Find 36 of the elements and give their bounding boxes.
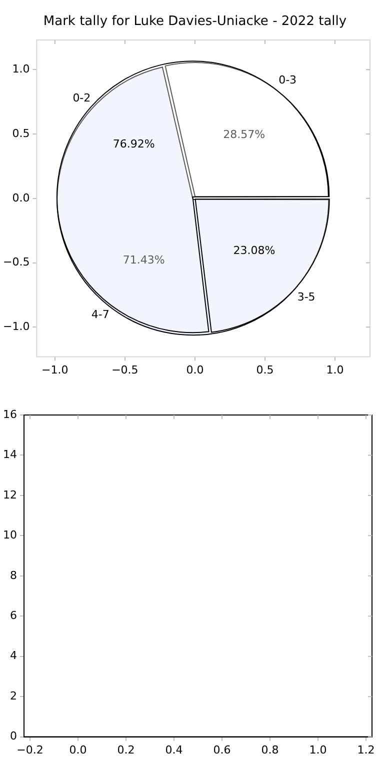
y-tick-label: 0	[10, 730, 17, 743]
y-tick-label: 10	[2, 528, 17, 542]
x-tick-label: −0.5	[112, 363, 138, 376]
x-tick-label: 0.5	[256, 363, 274, 376]
y-tick-label: 2	[10, 689, 17, 702]
x-tick-label: 1.0	[326, 363, 344, 376]
x-tick-label: 0.4	[165, 743, 183, 756]
y-tick-label: 12	[2, 488, 17, 502]
x-tick-label: 0.0	[186, 363, 204, 376]
y-tick-label: 8	[10, 568, 17, 582]
data-label: 28.57%	[223, 128, 266, 141]
slice-label: 3-5	[297, 290, 316, 304]
x-tick-label: −0.2	[16, 743, 44, 756]
data-label: 71.43%	[122, 254, 165, 267]
slice-label: 0-3	[278, 74, 297, 87]
x-tick-label: 0.8	[261, 743, 279, 756]
y-tick-label: 1.0	[12, 62, 30, 76]
data-label: 76.92%	[112, 138, 155, 151]
x-tick-label: 0.6	[213, 743, 231, 756]
x-tick-label: 0.2	[117, 743, 135, 756]
x-tick-label: 1.0	[309, 743, 327, 756]
y-tick-label: 0.5	[12, 126, 30, 140]
chart-title: Mark tally for Luke Davies-Uniacke - 2022 tally	[42, 14, 348, 29]
slice-label: 4-7	[91, 308, 110, 322]
y-tick-label: 14	[2, 448, 17, 462]
y-tick-label: 6	[10, 608, 17, 622]
y-tick-label: −0.5	[2, 256, 30, 269]
x-tick-label: 1.2	[357, 743, 375, 756]
y-tick-label: 4	[10, 649, 17, 662]
y-tick-label: −1.0	[2, 320, 30, 334]
slice-label: 0-2	[72, 91, 91, 104]
x-tick-label: −1.0	[42, 363, 68, 376]
x-tick-label: 0.0	[69, 743, 87, 756]
y-tick-label: 0.0	[12, 191, 30, 204]
y-tick-label: 16	[2, 408, 17, 421]
data-label: 23.08%	[233, 244, 276, 258]
